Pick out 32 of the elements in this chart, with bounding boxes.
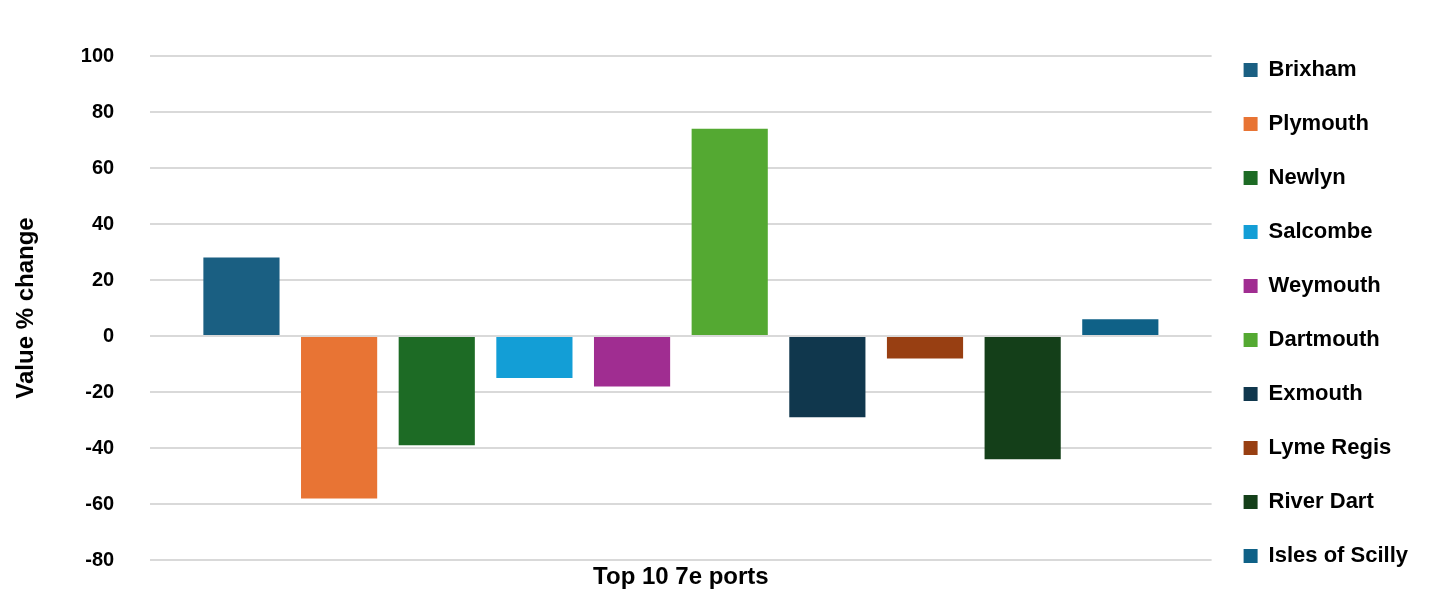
bar [789,337,866,418]
legend-label: Exmouth [1268,380,1363,406]
y-axis-title: Value % change [11,217,39,399]
bar [593,337,671,387]
legend-label: Plymouth [1268,110,1369,136]
legend-label: Isles of Scilly [1268,542,1409,568]
bar [301,337,378,499]
legend-label: River Dart [1268,488,1375,514]
bar [984,337,1061,460]
bar [886,337,964,359]
y-tick-label: 100 [80,43,115,66]
x-tick-label: Top 10 7e ports [593,562,769,590]
y-tick-label: -80 [85,547,115,570]
bar [691,128,768,335]
bar [203,257,280,335]
legend-label: Salcombe [1268,218,1373,244]
y-tick-label: 40 [91,211,115,234]
legend-label: Weymouth [1268,272,1381,298]
y-tick-label: 80 [91,99,115,122]
y-tick-label: 20 [91,267,115,290]
legend-label: Newlyn [1268,164,1346,190]
y-tick-label: 60 [91,155,115,178]
y-tick-label: 0 [103,323,115,346]
legend-label: Lyme Regis [1268,434,1392,460]
legend-label: Brixham [1268,56,1357,82]
legend-label: Dartmouth [1268,326,1380,352]
bar [496,337,573,378]
y-tick-label: -40 [85,435,115,458]
bar [398,337,475,446]
y-tick-label: -60 [85,491,115,514]
bar [1082,319,1159,335]
y-tick-label: -20 [85,379,115,402]
